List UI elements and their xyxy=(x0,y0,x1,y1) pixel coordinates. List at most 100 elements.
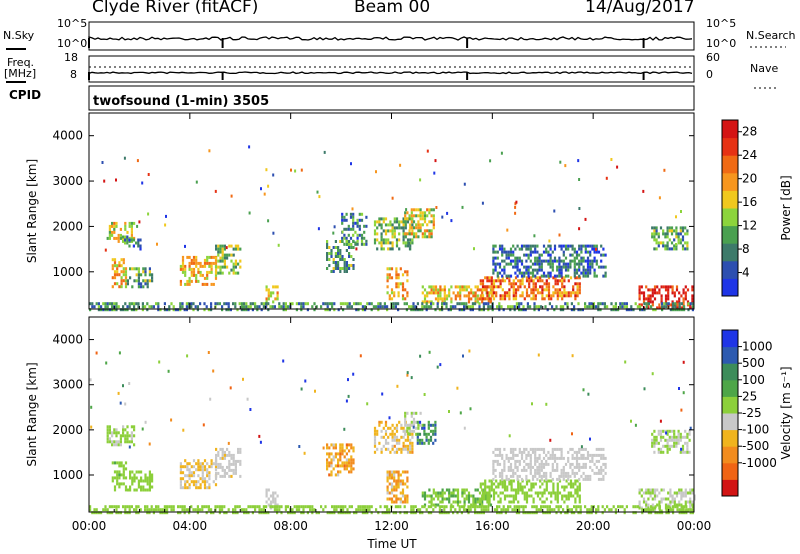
echo-cell xyxy=(651,288,654,292)
echo-cell xyxy=(410,508,413,512)
echo-cell xyxy=(219,265,222,269)
echo-cell xyxy=(516,244,519,248)
echo-cell xyxy=(681,444,685,448)
echo-cell xyxy=(120,464,123,468)
echo-cell xyxy=(398,226,401,230)
echo-cell xyxy=(498,247,502,251)
echo-cell xyxy=(474,291,477,295)
echo-cell xyxy=(676,508,679,512)
echo-cell xyxy=(463,508,466,512)
echo-cell xyxy=(101,161,104,164)
echo-cell xyxy=(406,211,409,215)
echo-cell xyxy=(195,258,198,262)
echo-cell xyxy=(547,491,551,495)
echo-cell xyxy=(531,271,535,275)
echo-cell xyxy=(514,247,517,251)
echo-cell xyxy=(186,480,189,484)
echo-cell xyxy=(355,308,358,312)
echo-cell xyxy=(562,265,565,269)
echo-cell xyxy=(666,438,669,442)
echo-cell xyxy=(529,459,532,463)
echo-cell xyxy=(251,302,254,306)
echo-cell xyxy=(212,261,215,265)
echo-cell xyxy=(137,482,140,486)
echo-cell xyxy=(640,285,643,289)
echo-cell xyxy=(651,444,654,448)
echo-cell xyxy=(612,505,615,509)
echo-cell xyxy=(597,477,601,481)
echo-cell xyxy=(589,474,592,478)
echo-cell xyxy=(361,511,364,515)
echo-cell xyxy=(551,450,554,454)
echo-cell xyxy=(300,505,303,509)
echo-cell xyxy=(560,447,563,451)
echo-cell xyxy=(404,429,407,433)
echo-cell xyxy=(352,218,355,222)
echo-cell xyxy=(520,468,524,472)
echo-cell xyxy=(291,511,294,515)
echo-cell xyxy=(578,497,581,501)
echo-cell xyxy=(215,247,218,251)
echo-cell xyxy=(376,232,379,236)
echo-cell xyxy=(531,477,535,481)
echo-cell xyxy=(190,480,193,484)
echo-cell xyxy=(549,265,552,269)
echo-cell xyxy=(551,477,554,481)
echo-cell xyxy=(306,511,309,515)
echo-cell xyxy=(529,265,532,269)
echo-cell xyxy=(460,302,463,306)
echo-cell xyxy=(467,294,471,298)
echo-cell xyxy=(684,247,687,251)
echo-cell xyxy=(512,456,515,460)
echo-cell xyxy=(274,497,277,501)
echo-cell xyxy=(333,225,336,229)
echo-cell xyxy=(610,158,613,161)
echo-cell xyxy=(531,474,535,478)
echo-cell xyxy=(509,274,513,278)
echo-cell xyxy=(411,241,414,245)
echo-cell xyxy=(669,488,672,492)
echo-cell xyxy=(472,294,475,298)
echo-cell xyxy=(521,479,524,483)
echo-cell xyxy=(411,238,414,242)
echo-cell xyxy=(433,171,436,175)
echo-cell xyxy=(115,431,118,435)
echo-cell xyxy=(512,453,515,457)
echo-cell xyxy=(144,479,147,483)
echo-cell xyxy=(384,241,388,245)
echo-cell xyxy=(251,511,254,515)
echo-cell xyxy=(130,224,133,228)
echo-cell xyxy=(683,305,686,309)
echo-cell xyxy=(488,285,491,289)
echo-cell xyxy=(689,306,692,310)
echo-cell xyxy=(330,252,333,255)
echo-cell xyxy=(386,308,389,312)
echo-cell xyxy=(448,491,451,495)
echo-cell xyxy=(140,488,143,492)
echo-cell xyxy=(574,276,577,280)
echo-cell xyxy=(534,250,537,254)
echo-cell xyxy=(416,441,419,445)
echo-cell xyxy=(597,471,601,475)
echo-cell xyxy=(380,447,383,451)
echo-cell xyxy=(386,305,389,309)
echo-cell xyxy=(540,265,543,269)
echo-cell xyxy=(574,282,577,286)
echo-cell xyxy=(140,476,143,480)
echo-cell xyxy=(659,438,663,442)
echo-cell xyxy=(373,238,377,242)
echo-cell xyxy=(179,305,182,309)
echo-cell xyxy=(492,497,496,501)
echo-cell xyxy=(512,500,515,504)
echo-cell xyxy=(447,511,450,515)
echo-cell xyxy=(649,488,652,492)
echo-cell xyxy=(179,486,182,490)
echo-cell xyxy=(406,244,410,248)
echo-cell xyxy=(397,482,400,486)
echo-cell xyxy=(349,215,353,219)
echo-cell xyxy=(372,305,375,309)
echo-cell xyxy=(280,505,283,509)
echo-cell xyxy=(582,271,585,275)
echo-cell xyxy=(507,505,510,509)
echo-cell xyxy=(541,494,544,498)
